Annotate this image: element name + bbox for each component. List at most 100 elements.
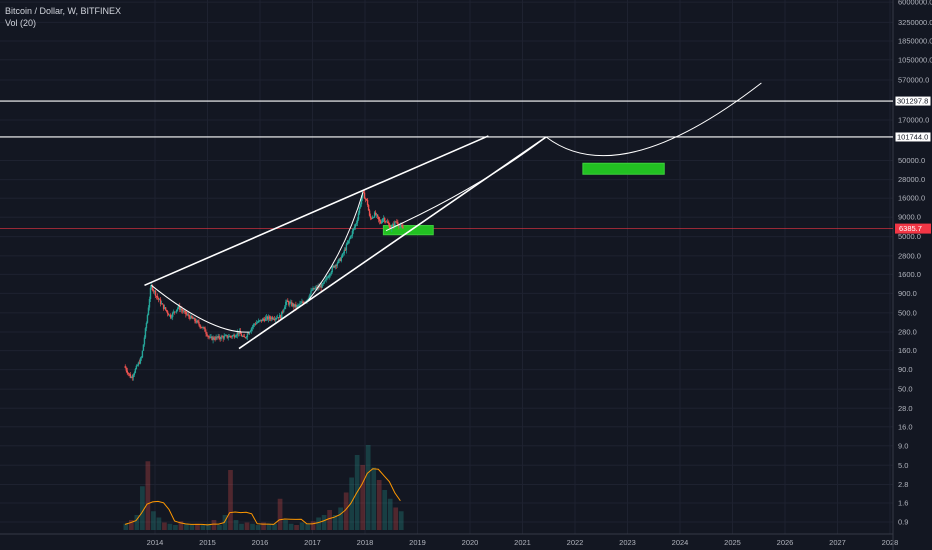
x-tick-label: 2026 <box>777 538 794 547</box>
volume-bar <box>399 511 404 530</box>
volume-bar <box>393 508 398 531</box>
candle-body <box>314 288 315 289</box>
y-tick-label: 0.9 <box>898 518 908 527</box>
candle-body <box>244 336 245 337</box>
y-tick-label: 2800.0 <box>898 251 921 260</box>
candle-body <box>323 281 324 283</box>
y-tick-label: 28.0 <box>898 404 913 413</box>
candle-body <box>147 315 148 323</box>
candle-body <box>127 371 128 373</box>
candle-body <box>369 211 370 216</box>
candle-body <box>205 332 206 334</box>
x-tick-label: 2025 <box>724 538 741 547</box>
candle-body <box>276 318 277 319</box>
candle-body <box>367 200 368 205</box>
volume-bar <box>256 525 261 530</box>
volume-bar <box>305 524 310 530</box>
candle-body <box>253 324 254 326</box>
volume-bar <box>250 524 255 530</box>
volume-bar <box>212 520 217 530</box>
candle-body <box>356 223 357 224</box>
candle-body <box>160 299 161 304</box>
candle-body <box>377 215 378 217</box>
chart-legend: Bitcoin / Dollar, W, BITFINEX Vol (20) <box>5 5 121 29</box>
candle-body <box>379 219 380 221</box>
candle-body <box>350 236 351 238</box>
candle-body <box>384 218 385 221</box>
candle-body <box>246 337 247 338</box>
y-tick-label: 160.0 <box>898 346 917 355</box>
volume-bar <box>377 480 382 530</box>
candle-body <box>252 327 253 329</box>
volume-bar <box>294 525 299 530</box>
candle-body <box>355 224 356 227</box>
volume-bar <box>382 490 387 530</box>
y-tick-label: 5.0 <box>898 461 908 470</box>
level-price-label: 301297.8 <box>897 97 928 106</box>
target-zone-box <box>583 163 664 174</box>
candle-body <box>368 205 369 211</box>
x-tick-label: 2024 <box>672 538 689 547</box>
y-tick-label: 1600.0 <box>898 270 921 279</box>
candle-body <box>141 357 142 358</box>
x-tick-label: 2018 <box>357 538 374 547</box>
candle-body <box>135 369 136 373</box>
candle-body <box>250 331 251 332</box>
x-tick-label: 2022 <box>567 538 584 547</box>
volume-bar <box>157 518 162 531</box>
candle-body <box>364 193 365 199</box>
candle-body <box>235 337 236 338</box>
candle-body <box>188 314 189 316</box>
volume-bar <box>316 518 321 531</box>
candle-body <box>382 219 383 222</box>
y-tick-label: 170000.0 <box>898 116 929 125</box>
candle-body <box>191 316 192 318</box>
candle-body <box>167 311 168 313</box>
y-tick-label: 90.0 <box>898 365 913 374</box>
candle-body <box>284 307 285 310</box>
candle-body <box>321 284 322 288</box>
candle-body <box>337 263 338 266</box>
candle-body <box>172 313 173 317</box>
x-tick-label: 2027 <box>829 538 846 547</box>
level-price-label: 101744.0 <box>897 132 928 141</box>
volume-bar <box>388 499 393 530</box>
candle-body <box>354 227 355 229</box>
candle-body <box>166 310 167 311</box>
candle-body <box>343 253 344 254</box>
candle-body <box>176 310 177 312</box>
candle-body <box>389 225 390 229</box>
y-tick-label: 50000.0 <box>898 156 925 165</box>
candle-body <box>165 307 166 310</box>
candle-body <box>285 302 286 307</box>
x-tick-label: 2016 <box>252 538 269 547</box>
candle-body <box>228 337 229 338</box>
candle-body <box>132 377 133 378</box>
candle-body <box>204 328 205 332</box>
candle-body <box>331 272 332 274</box>
volume-bar <box>190 525 195 530</box>
y-tick-label: 1850000.0 <box>898 37 932 46</box>
candle-body <box>236 335 237 336</box>
candle-body <box>272 317 273 319</box>
candle-body <box>146 323 147 328</box>
candle-body <box>352 231 353 236</box>
volume-bar <box>162 523 167 531</box>
candle-body <box>171 317 172 318</box>
candle-body <box>251 328 252 331</box>
volume-bar <box>234 520 239 530</box>
candle-body <box>157 296 158 298</box>
volume-bar <box>239 524 244 530</box>
candle-body <box>338 260 339 263</box>
volume-bar <box>327 510 332 530</box>
candle-body <box>213 337 214 339</box>
candle-body <box>269 317 270 319</box>
volume-bar <box>151 511 156 530</box>
candle-body <box>256 323 257 324</box>
candle-body <box>283 309 284 311</box>
volume-bar <box>371 468 376 531</box>
candle-body <box>241 334 242 336</box>
candle-body <box>150 288 151 299</box>
candle-body <box>198 322 199 325</box>
